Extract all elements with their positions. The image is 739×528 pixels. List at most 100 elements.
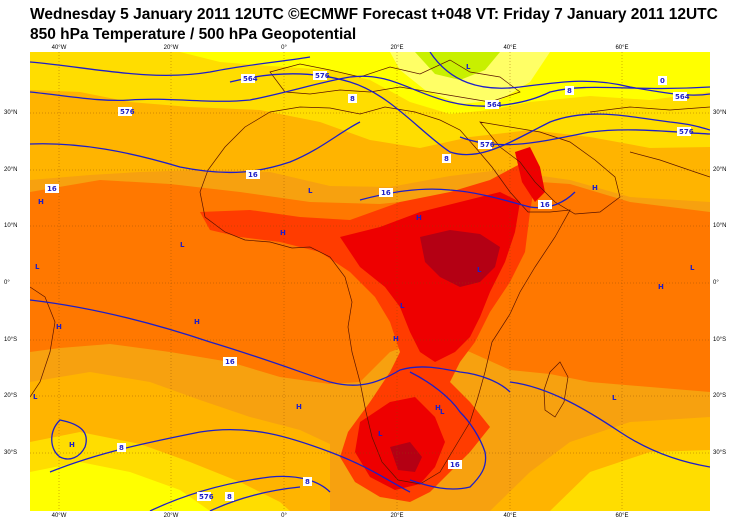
high-center: H	[435, 404, 441, 412]
high-center: H	[280, 229, 286, 237]
label-box-21	[448, 460, 462, 469]
label-box-11	[442, 154, 451, 163]
lat-label-0-left: 0°	[4, 280, 10, 286]
temp-label-16-a: 16	[47, 185, 57, 193]
low-center: L	[180, 241, 185, 249]
lon-label-60e-top: 60°E	[615, 45, 629, 51]
contour-label-564-b: 564	[487, 101, 502, 109]
high-center: H	[296, 403, 302, 411]
shading-darkred-central	[420, 230, 500, 287]
pressure-centers: H H H H H H H H H H H L L L L L L L L L …	[33, 63, 695, 449]
coastlines	[30, 59, 710, 485]
contour-t-8-sw	[51, 419, 87, 460]
low-center: L	[400, 302, 405, 310]
label-box-10	[565, 86, 574, 95]
temp-label-8-a: 8	[350, 95, 355, 103]
temp-label-8-e: 8	[305, 478, 310, 486]
label-box-14	[246, 170, 260, 179]
label-box-19	[303, 477, 312, 486]
low-center: L	[466, 63, 471, 71]
lat-label-30n-right: 30°N	[713, 110, 727, 116]
weather-map: 564 576 576 564 576 576 564 576 8 8 8 0 …	[30, 52, 710, 511]
shading-darkred-south	[390, 442, 422, 472]
lat-label-30s-left: 30°S	[4, 450, 18, 456]
lat-label-30n-left: 30°N	[4, 110, 18, 116]
contour-value-labels: 564 576 576 564 576 576 564 576 8 8 8 0 …	[45, 71, 694, 501]
contour-label-576-e: 576	[199, 493, 214, 501]
low-center: L	[33, 393, 38, 401]
temp-label-16-c: 16	[381, 189, 391, 197]
contour-label-576-d: 576	[679, 128, 694, 136]
lat-label-10s-right: 10°S	[713, 337, 727, 343]
temperature-shading	[30, 52, 710, 511]
low-center: L	[612, 394, 617, 402]
shading-red-ethiopia	[515, 147, 545, 202]
shading-red-south-africa	[355, 397, 445, 490]
shading-yellow-southeast	[550, 450, 710, 511]
temp-label-16-d: 16	[540, 201, 550, 209]
low-center: L	[35, 263, 40, 271]
high-center: H	[56, 323, 62, 331]
africa-coastline	[199, 106, 571, 485]
label-box-7	[673, 92, 687, 101]
low-center: L	[308, 187, 313, 195]
low-center: L	[477, 266, 482, 274]
high-center: H	[416, 214, 422, 222]
europe-coastline	[269, 59, 521, 103]
high-center: H	[194, 318, 200, 326]
graticule	[30, 52, 710, 511]
contour-t-16-north	[30, 121, 576, 209]
lon-label-20e-top: 20°E	[390, 45, 404, 51]
south-america-coastline	[30, 286, 56, 398]
lon-label-0-top: 0°	[281, 45, 287, 51]
label-box-3	[118, 107, 132, 116]
label-box-16	[538, 200, 552, 209]
contour-label-576-c: 576	[480, 141, 495, 149]
label-box-9	[348, 94, 357, 103]
label-box-12	[658, 76, 667, 85]
contour-t-8-north	[229, 73, 710, 156]
map-title: Wednesday 5 January 2011 12UTC ©ECMWF Fo…	[30, 6, 718, 23]
contour-label-564-a: 564	[243, 75, 258, 83]
label-box-4	[485, 100, 499, 109]
label-box-6	[677, 127, 691, 136]
low-center: L	[440, 408, 445, 416]
contour-geo-564-north	[30, 56, 311, 76]
contour-geo-576-east	[459, 129, 710, 146]
contour-label-564-c: 564	[675, 93, 690, 101]
contour-t-8-east	[509, 381, 710, 468]
lon-label-20e-bottom: 20°E	[390, 513, 404, 519]
contour-label-576-b: 576	[120, 108, 135, 116]
temp-label-8-d: 8	[119, 444, 124, 452]
label-box-8	[197, 492, 211, 501]
label-box-1	[241, 74, 255, 83]
lat-label-20s-right: 20°S	[713, 393, 727, 399]
temp-label-16-f: 16	[450, 461, 460, 469]
asia-coastline	[589, 106, 710, 178]
temp-label-16-b: 16	[248, 171, 258, 179]
high-center: H	[658, 283, 664, 291]
lon-label-40w-bottom: 40°W	[51, 513, 67, 519]
temp-label-8-f: 8	[227, 493, 232, 501]
label-box-18	[117, 443, 126, 452]
arabia-coastline	[479, 121, 621, 215]
lat-label-20n-right: 20°N	[713, 167, 727, 173]
high-center: H	[393, 335, 399, 343]
map-subtitle: 850 hPa Temperature / 500 hPa Geopotenti…	[30, 26, 357, 43]
label-box-17	[223, 357, 237, 366]
temp-label-8-b: 8	[567, 87, 572, 95]
temp-label-8-c: 8	[444, 155, 449, 163]
lon-label-40e-top: 40°E	[503, 45, 517, 51]
high-center: H	[592, 184, 598, 192]
lon-label-20w-top: 20°W	[163, 45, 179, 51]
shading-lightyellow-south	[30, 462, 210, 511]
lon-label-20w-bottom: 20°W	[163, 513, 179, 519]
contour-t-8-bottom	[209, 486, 301, 511]
high-center: H	[69, 441, 75, 449]
label-box-13	[45, 184, 59, 193]
low-center: L	[690, 264, 695, 272]
label-box-2	[313, 71, 327, 80]
label-box-15	[379, 188, 393, 197]
label-box-5	[478, 140, 492, 149]
lat-label-10s-left: 10°S	[4, 337, 18, 343]
